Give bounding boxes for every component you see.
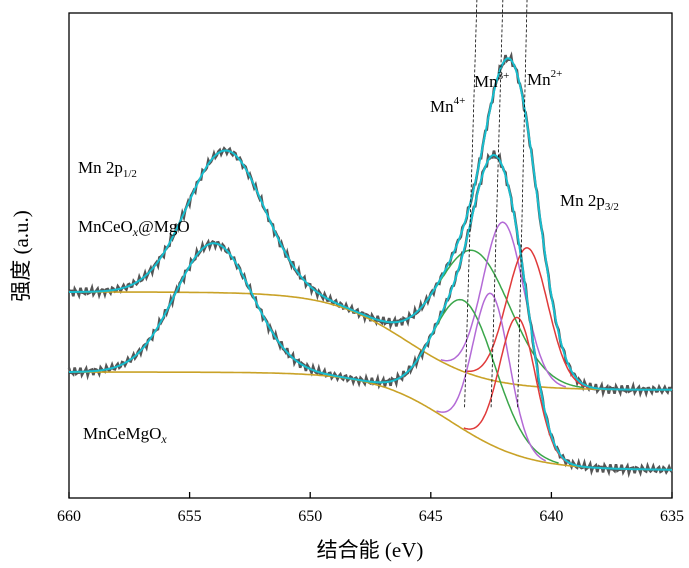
spectra-group bbox=[67, 51, 674, 479]
sample-label-mnceox-mgo: MnCeOx@MgO bbox=[78, 217, 190, 239]
x-tick-label: 660 bbox=[57, 508, 81, 525]
envelope-line bbox=[69, 57, 672, 391]
mn-2p32-label: Mn 2p3/2 bbox=[560, 191, 619, 213]
sample-label-mncemgox: MnCeMgOx bbox=[83, 424, 167, 446]
sample-label-part: MnCeMgO bbox=[83, 424, 161, 443]
component-mn3plus-line bbox=[436, 292, 547, 462]
background-line bbox=[69, 371, 672, 471]
x-axis-label: 结合能 (eV) bbox=[317, 538, 424, 562]
mn3-label: Mn3+ bbox=[474, 70, 509, 91]
sample-label-part: @MgO bbox=[138, 217, 190, 236]
mn4-main: Mn bbox=[430, 97, 454, 116]
sample-label-part: x bbox=[132, 225, 139, 239]
x-tick-label: 635 bbox=[660, 508, 684, 525]
plot-frame bbox=[68, 12, 673, 499]
mn2-label: Mn2+ bbox=[527, 68, 562, 89]
sample-label-part: x bbox=[160, 432, 167, 446]
mn3-main: Mn bbox=[474, 72, 498, 91]
component-mn4plus-line bbox=[365, 249, 584, 389]
envelope-line bbox=[69, 153, 672, 471]
sample-label-part: MnCeO bbox=[78, 217, 133, 236]
x-tick-label: 645 bbox=[419, 508, 443, 525]
component-mn2plus-line bbox=[463, 316, 572, 465]
mn-2p12-main: Mn 2p bbox=[78, 158, 123, 177]
background-line bbox=[69, 291, 672, 391]
mn-2p12-sub: 1/2 bbox=[123, 168, 137, 180]
x-tick-label: 650 bbox=[298, 508, 322, 525]
component-mn3plus-line bbox=[440, 221, 566, 388]
guide-dashed-line bbox=[517, 0, 528, 408]
x-tick-label: 655 bbox=[178, 508, 202, 525]
guide-dashed-line bbox=[490, 0, 504, 408]
component-mn2plus-line bbox=[465, 247, 589, 389]
mn4-sup: 4+ bbox=[454, 95, 466, 107]
mn4-label: Mn4+ bbox=[430, 95, 465, 116]
mn-2p32-main: Mn 2p bbox=[560, 191, 605, 210]
mn2-main: Mn bbox=[527, 70, 551, 89]
x-tick-label: 640 bbox=[539, 508, 563, 525]
mn-2p32-sub: 3/2 bbox=[605, 201, 619, 213]
x-axis-ticks: 660 655 650 645 640 635 bbox=[57, 492, 684, 525]
mn3-sup: 3+ bbox=[498, 70, 510, 82]
y-axis-label: 强度 (a.u.) bbox=[9, 210, 33, 302]
mn2-sup: 2+ bbox=[551, 68, 563, 80]
mn-2p12-label: Mn 2p1/2 bbox=[78, 158, 137, 180]
